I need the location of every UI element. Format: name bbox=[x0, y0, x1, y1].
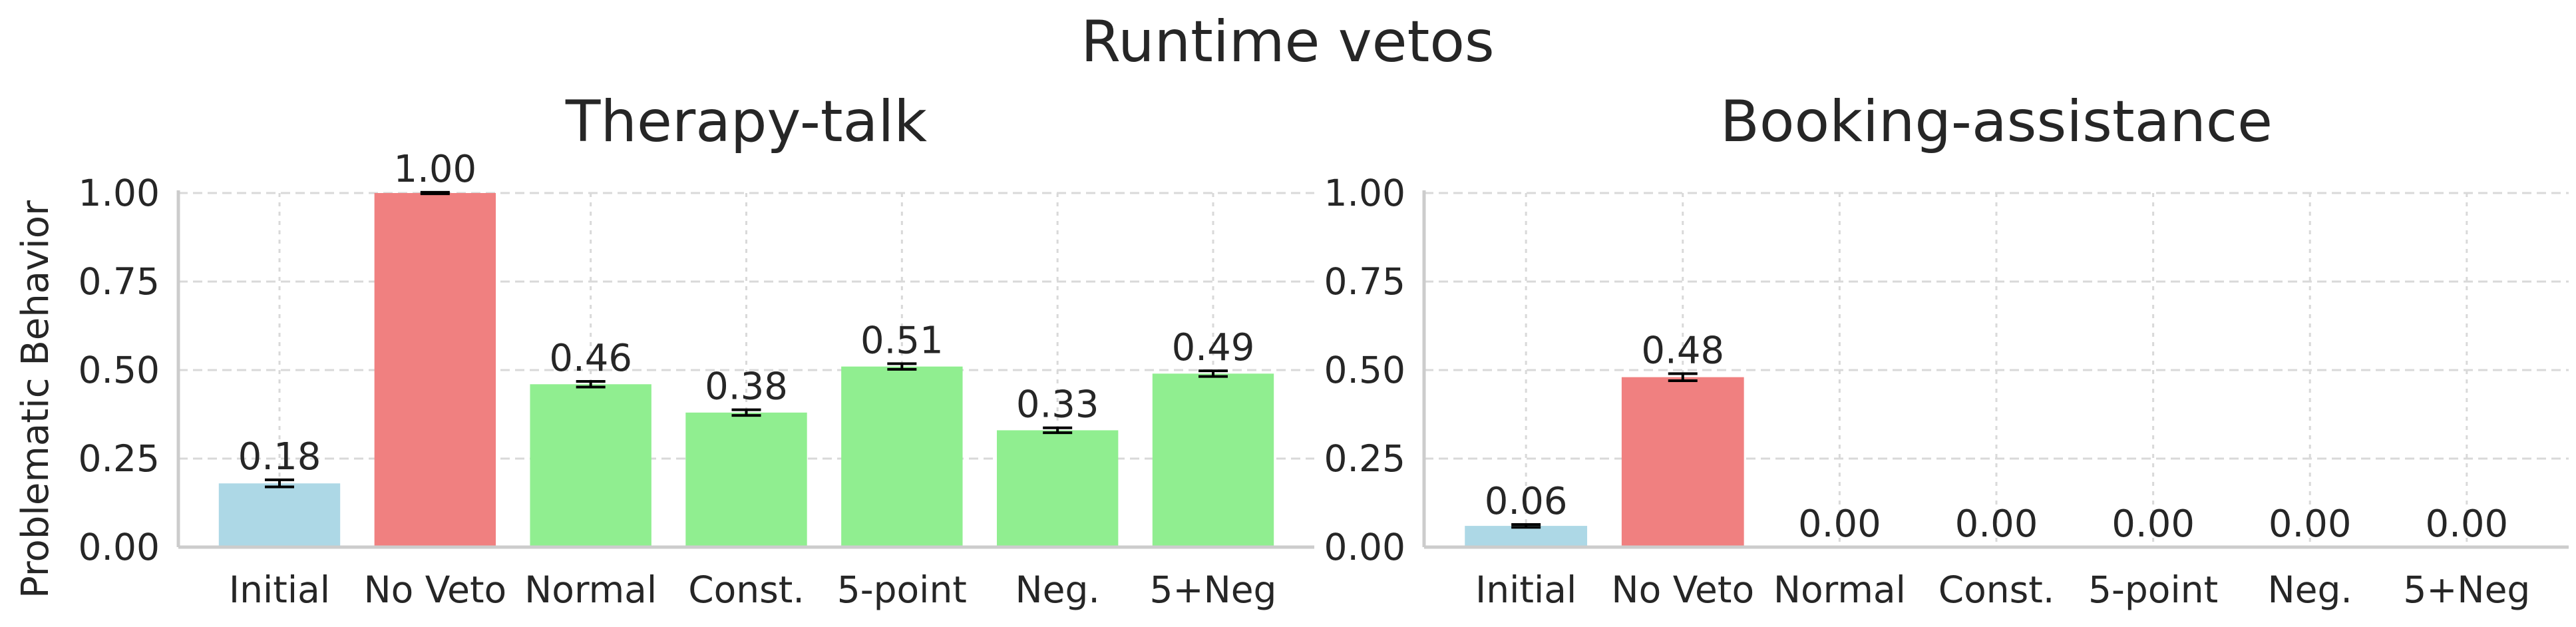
data-label: 0.48 bbox=[1641, 329, 1724, 372]
x-tick-label: Neg. bbox=[2268, 568, 2352, 611]
x-tick-label: 5-point bbox=[837, 568, 967, 611]
y-tick-label: 0.50 bbox=[79, 349, 160, 391]
x-tick-label: 5-point bbox=[2088, 568, 2218, 611]
panel-0: Therapy-talk 0.00 0.25 0.50 0.75 1.00 0.18 Init… bbox=[79, 89, 1314, 611]
x-tick-label: Const. bbox=[688, 568, 805, 611]
bar-5-neg bbox=[1152, 373, 1274, 547]
x-tick-label: Const. bbox=[1938, 568, 2055, 611]
bar-initial bbox=[1465, 526, 1588, 547]
data-label: 0.33 bbox=[1016, 383, 1099, 427]
x-tick-label: No Veto bbox=[1611, 568, 1754, 611]
y-tick-label: 1.00 bbox=[79, 172, 160, 214]
y-axis-label: Problematic Behavior bbox=[14, 200, 57, 598]
y-tick-label: 0.75 bbox=[79, 260, 160, 303]
data-label: 0.00 bbox=[2426, 503, 2509, 546]
x-tick-label: 5+Neg bbox=[1150, 568, 1277, 611]
y-tick-label: 0.25 bbox=[79, 437, 160, 480]
bar-5-point bbox=[841, 366, 963, 547]
figure-title: Runtime vetos bbox=[1081, 9, 1494, 75]
y-tick-label: 0.00 bbox=[1324, 526, 1405, 568]
x-tick-label: 5+Neg bbox=[2403, 568, 2530, 611]
data-label: 0.00 bbox=[2269, 503, 2352, 546]
bar-const- bbox=[685, 412, 807, 547]
data-label: 0.06 bbox=[1485, 480, 1568, 523]
panel-1: Booking-assistance 0.00 0.25 0.50 0.75 1.00 0.… bbox=[1324, 89, 2569, 611]
x-tick-label: Neg. bbox=[1015, 568, 1099, 611]
panel-title: Therapy-talk bbox=[565, 89, 927, 155]
y-tick-label: 1.00 bbox=[1324, 172, 1405, 214]
y-tick-label: 0.75 bbox=[1324, 260, 1405, 303]
bar-initial bbox=[218, 483, 341, 547]
bar-no-veto bbox=[374, 193, 496, 547]
x-tick-label: No Veto bbox=[363, 568, 506, 611]
x-tick-label: Normal bbox=[524, 568, 657, 611]
y-tick-label: 0.50 bbox=[1324, 349, 1405, 391]
bar-neg- bbox=[996, 430, 1119, 547]
data-label: 0.18 bbox=[238, 435, 321, 479]
data-label: 0.00 bbox=[2112, 503, 2195, 546]
bar-normal bbox=[530, 384, 651, 547]
panel-title: Booking-assistance bbox=[1720, 89, 2273, 155]
bar-no-veto bbox=[1621, 377, 1744, 547]
x-tick-label: Normal bbox=[1773, 568, 1906, 611]
x-tick-label: Initial bbox=[229, 568, 330, 611]
data-label: 0.46 bbox=[549, 337, 632, 380]
data-label: 0.38 bbox=[705, 365, 788, 409]
data-label: 0.51 bbox=[860, 319, 944, 362]
y-tick-label: 0.00 bbox=[79, 526, 160, 568]
data-label: 0.49 bbox=[1172, 326, 1255, 369]
y-tick-label: 0.25 bbox=[1324, 437, 1405, 480]
x-tick-label: Initial bbox=[1475, 568, 1576, 611]
data-label: 0.00 bbox=[1955, 503, 2038, 546]
data-label: 1.00 bbox=[393, 148, 476, 191]
data-label: 0.00 bbox=[1798, 503, 1881, 546]
